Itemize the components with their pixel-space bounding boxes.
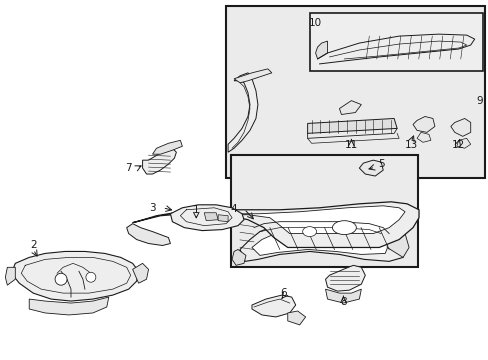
Ellipse shape [332,221,356,235]
Polygon shape [325,265,365,291]
Text: 5: 5 [377,159,384,169]
Text: 13: 13 [404,140,417,150]
Text: 6: 6 [280,288,286,298]
Polygon shape [204,213,218,221]
Text: 11: 11 [344,140,357,150]
Text: 10: 10 [308,18,322,28]
Circle shape [86,272,96,282]
Text: 9: 9 [475,96,482,105]
Text: 8: 8 [340,297,346,307]
Polygon shape [450,118,470,136]
Polygon shape [287,311,305,325]
Ellipse shape [302,227,316,237]
Polygon shape [315,41,327,59]
Polygon shape [251,295,295,317]
Polygon shape [11,251,138,301]
Polygon shape [218,215,227,222]
Polygon shape [142,148,176,174]
Text: 3: 3 [149,203,156,213]
Polygon shape [416,132,430,142]
Bar [231,155,417,267]
Bar [309,13,482,71]
Polygon shape [132,202,418,247]
Polygon shape [240,216,406,261]
Text: 4: 4 [230,204,237,214]
Polygon shape [132,264,148,283]
Polygon shape [196,206,404,234]
Polygon shape [152,140,182,154]
Polygon shape [126,224,170,246]
Polygon shape [29,297,108,315]
Polygon shape [386,226,408,257]
Bar [225,6,484,178]
Polygon shape [412,117,434,132]
Text: 1: 1 [193,205,199,215]
Polygon shape [234,69,271,83]
Polygon shape [339,100,361,114]
Circle shape [55,273,67,285]
Polygon shape [359,160,383,176]
Polygon shape [251,226,388,255]
Polygon shape [5,267,15,285]
Text: 7: 7 [125,163,132,173]
Polygon shape [232,249,245,265]
Polygon shape [307,118,396,133]
Polygon shape [325,289,361,303]
Polygon shape [456,138,470,148]
Text: 2: 2 [30,240,37,251]
Polygon shape [227,73,257,152]
Text: 12: 12 [451,140,465,150]
Polygon shape [170,205,244,231]
